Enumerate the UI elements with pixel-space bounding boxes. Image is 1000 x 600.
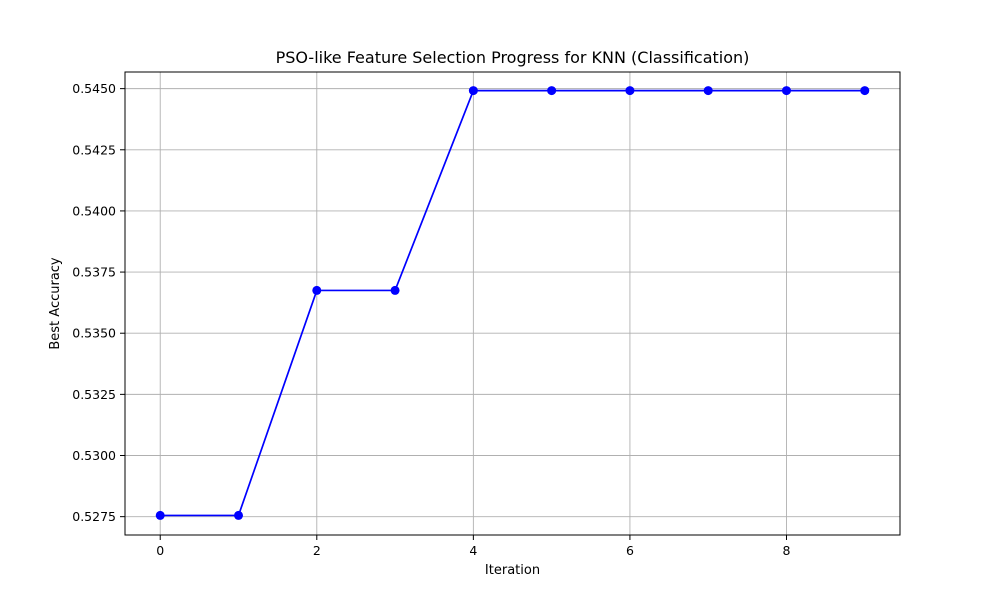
y-tick-label: 0.5275 (72, 509, 116, 524)
data-point (625, 86, 635, 96)
data-point (781, 86, 791, 96)
plot-frame (124, 71, 901, 536)
y-tick-label: 0.5325 (72, 387, 116, 402)
series-layer (155, 86, 870, 520)
x-tick-label: 8 (783, 543, 791, 558)
y-axis-label: Best Accuracy (48, 257, 63, 350)
data-point (312, 285, 322, 295)
chart-title: PSO-like Feature Selection Progress for … (276, 48, 750, 67)
y-tick-label: 0.5400 (72, 203, 116, 218)
grid (125, 72, 900, 535)
axis-ticks: 0 2 4 6 8 0.5275 0.5300 0.5325 0.5350 0.5375 0.540… (72, 81, 790, 558)
y-tick-label: 0.5375 (72, 265, 116, 280)
series-line (160, 89, 865, 517)
y-tick-label: 0.5425 (72, 142, 116, 157)
y-tick-label: 0.5450 (72, 81, 116, 96)
data-point (860, 86, 870, 96)
x-tick-label: 4 (469, 543, 477, 558)
y-tick-label: 0.5350 (72, 326, 116, 341)
x-tick-label: 0 (156, 543, 164, 558)
x-tick-label: 6 (626, 543, 634, 558)
data-point (390, 285, 400, 295)
x-tick-label: 2 (313, 543, 321, 558)
y-tick-label: 0.5300 (72, 448, 116, 463)
data-point (468, 86, 478, 96)
x-axis-label: Iteration (485, 563, 540, 578)
data-point (234, 510, 244, 520)
data-point (547, 86, 557, 96)
data-point (703, 86, 713, 96)
data-point (155, 510, 165, 520)
